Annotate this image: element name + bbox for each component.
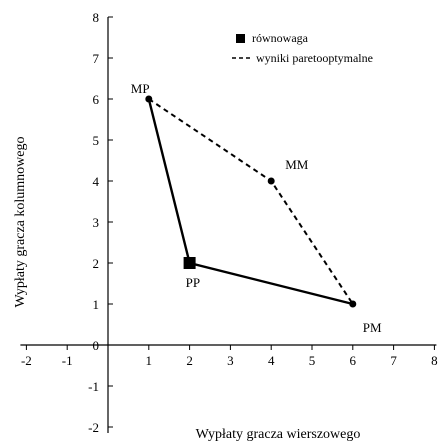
y-tick-label-2: 2 xyxy=(93,256,100,271)
y-tick-label-6: 6 xyxy=(93,92,100,107)
legend-equilibrium-marker xyxy=(236,34,245,43)
y-tick-label-1: 1 xyxy=(93,297,100,312)
y-tick-label-4: 4 xyxy=(93,174,100,189)
x-tick-label-3: 3 xyxy=(227,353,234,368)
y-tick-label-3: 3 xyxy=(93,215,100,230)
x-tick-label-8: 8 xyxy=(431,353,438,368)
x-tick-label--2: -2 xyxy=(21,353,32,368)
y-tick-label-0: 0 xyxy=(93,338,100,353)
label-pm: PM xyxy=(363,320,382,335)
marker-pp xyxy=(183,257,196,269)
y-tick-label-7: 7 xyxy=(93,51,100,66)
label-mm: MM xyxy=(285,157,309,172)
solid-boundary-line xyxy=(147,98,354,306)
marker-mm xyxy=(267,177,275,185)
x-axis-title: Wypłaty gracza wierszowego xyxy=(196,427,361,442)
y-tick-label-5: 5 xyxy=(93,133,100,148)
x-tick-label-7: 7 xyxy=(390,353,397,368)
label-pp: PP xyxy=(186,275,200,290)
marker-mp xyxy=(145,95,153,103)
point-labels: MP MM PM PP xyxy=(131,81,382,335)
payoff-region xyxy=(147,98,354,306)
pareto-line xyxy=(148,98,354,305)
marker-pm xyxy=(349,300,357,308)
x-tick-label-4: 4 xyxy=(268,353,275,368)
legend: równowaga wyniki paretooptymalne xyxy=(232,31,373,65)
y-tick-label--2: -2 xyxy=(88,420,99,435)
x-tick-label-1: 1 xyxy=(146,353,153,368)
legend-pareto-label: wyniki paretooptymalne xyxy=(256,51,373,65)
x-tick-label-5: 5 xyxy=(309,353,316,368)
point-markers xyxy=(145,95,357,308)
axes: -2 -1 1 2 3 4 5 6 7 8 -2 -1 0 1 2 3 4 5 6 7 8 xyxy=(20,10,438,435)
label-mp: MP xyxy=(131,81,150,96)
x-tick-label-6: 6 xyxy=(350,353,357,368)
y-tick-label--1: -1 xyxy=(88,379,99,394)
y-axis-title: Wypłaty gracza kolumnowego xyxy=(13,137,28,308)
x-tick-label-2: 2 xyxy=(186,353,193,368)
legend-equilibrium-label: równowaga xyxy=(252,31,309,45)
y-tick-label-8: 8 xyxy=(93,10,100,25)
x-tick-label--1: -1 xyxy=(62,353,73,368)
